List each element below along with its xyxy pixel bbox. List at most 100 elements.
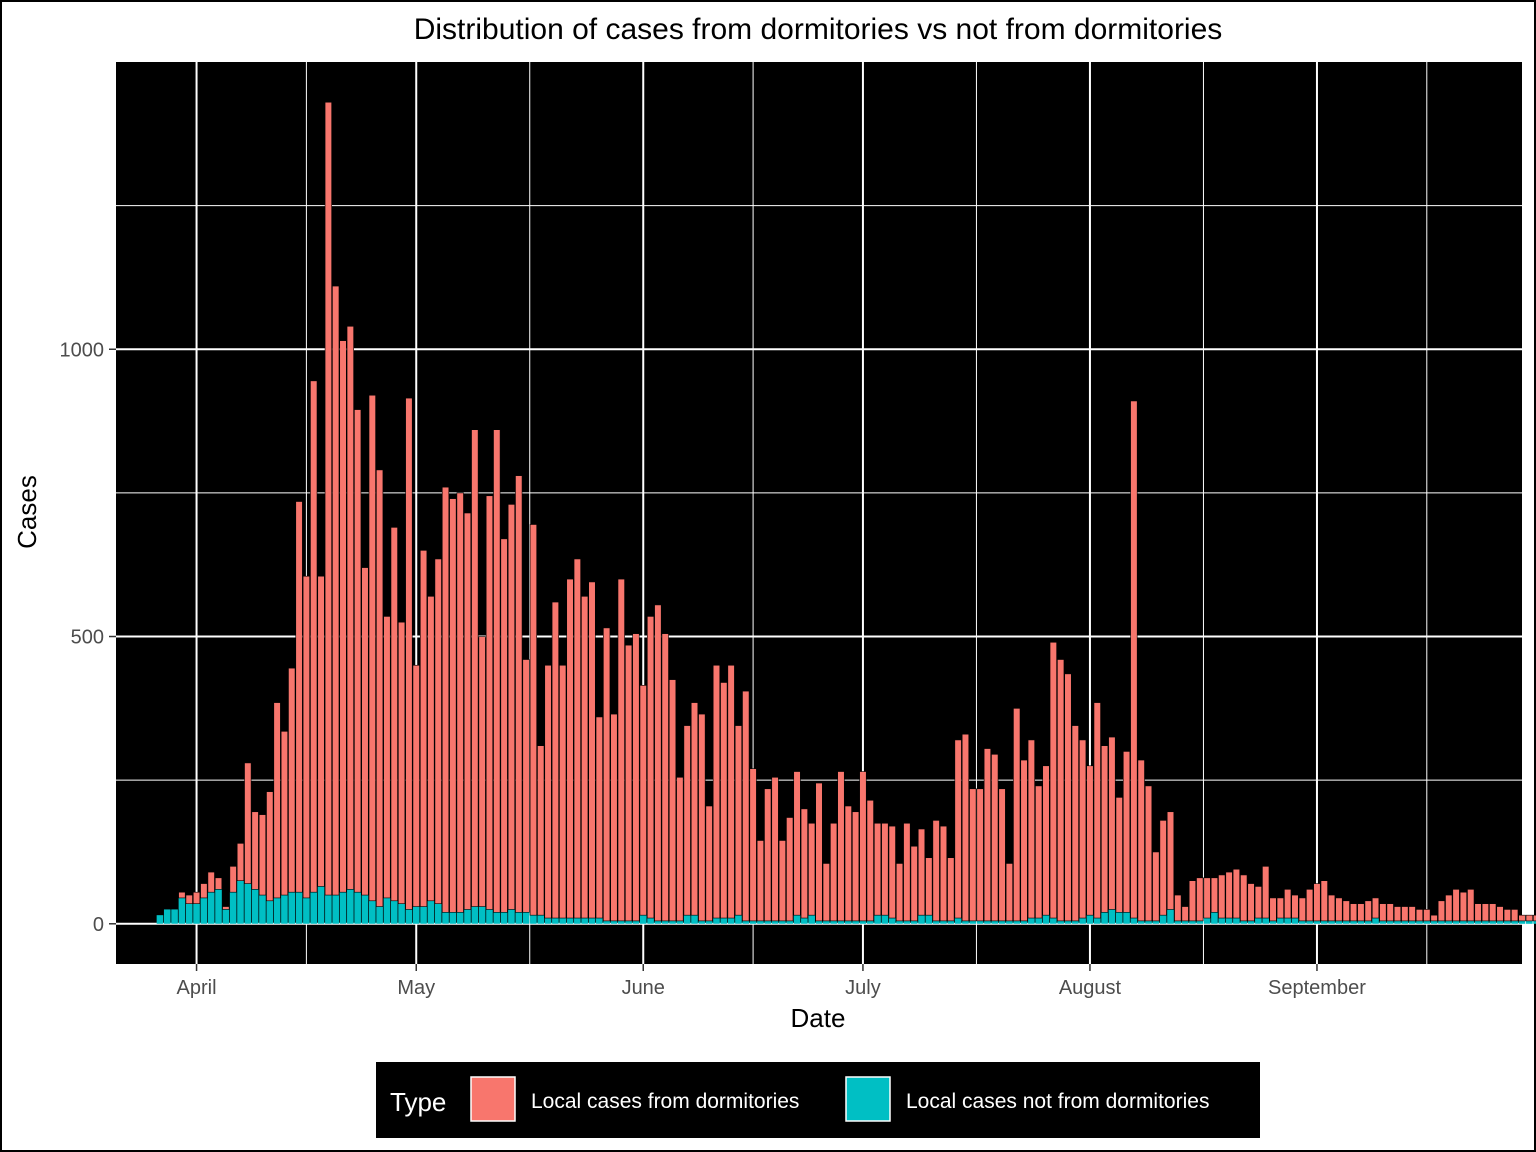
bar-local-cases-from-dormitories [939, 825, 948, 922]
bar-local-cases-from-dormitories [1130, 400, 1138, 919]
bar-local-cases-not-from-dormitories [1269, 920, 1277, 924]
bar-local-cases-from-dormitories [434, 558, 442, 904]
bar-local-cases-not-from-dormitories [1482, 920, 1489, 924]
bar-local-cases-from-dormitories [1474, 903, 1482, 922]
bar-local-cases-from-dormitories [961, 733, 970, 922]
bar-local-cases-from-dormitories [1174, 894, 1182, 922]
bar-local-cases-from-dormitories [324, 101, 332, 896]
bar-local-cases-not-from-dormitories [1167, 909, 1174, 924]
bar-local-cases-not-from-dormitories [866, 920, 874, 924]
bar-local-cases-not-from-dormitories [1320, 920, 1328, 924]
bar-local-cases-from-dormitories [888, 825, 896, 919]
bar-local-cases-from-dormitories [595, 716, 603, 919]
bar-local-cases-from-dormitories [771, 776, 779, 922]
bar-local-cases-from-dormitories [346, 325, 354, 890]
bar-local-cases-not-from-dormitories [486, 909, 493, 924]
bar-local-cases-not-from-dormitories [947, 920, 955, 924]
bar-local-cases-from-dormitories [925, 857, 933, 916]
bar-local-cases-not-from-dormitories [559, 918, 566, 924]
bar-local-cases-from-dormitories [500, 538, 508, 913]
bar-local-cases-from-dormitories [1518, 914, 1526, 922]
bar-local-cases-from-dormitories [258, 814, 267, 896]
bar-local-cases-not-from-dormitories [1050, 918, 1057, 924]
bar-local-cases-not-from-dormitories [1145, 920, 1152, 924]
bar-local-cases-from-dormitories [1364, 900, 1372, 922]
bar-local-cases-from-dormitories [1122, 751, 1131, 913]
bar-local-cases-not-from-dormitories [185, 903, 193, 924]
bar-local-cases-not-from-dormitories [478, 906, 486, 924]
bar-local-cases-not-from-dormitories [1452, 920, 1460, 924]
bar-local-cases-not-from-dormitories [1467, 920, 1475, 924]
bar-local-cases-from-dormitories [449, 498, 457, 913]
bar-local-cases-not-from-dormitories [288, 892, 296, 924]
bar-local-cases-from-dormitories [478, 636, 486, 907]
bar-local-cases-not-from-dormitories [369, 900, 376, 924]
bar-local-cases-from-dormitories [493, 429, 501, 913]
bar-local-cases-from-dormitories [192, 891, 201, 904]
bar-local-cases-not-from-dormitories [771, 920, 779, 924]
bar-local-cases-not-from-dormitories [1079, 918, 1086, 924]
bar-local-cases-not-from-dormitories [1342, 920, 1350, 924]
bar-local-cases-from-dormitories [354, 409, 362, 893]
bar-local-cases-not-from-dormitories [339, 892, 347, 924]
bar-local-cases-from-dormitories [1144, 785, 1153, 922]
bar-local-cases-from-dormitories [1335, 897, 1343, 922]
bar-local-cases-from-dormitories [1291, 894, 1299, 919]
legend-key-not-dormitories [845, 1076, 891, 1122]
bar-local-cases-not-from-dormitories [808, 915, 815, 924]
bar-local-cases-not-from-dormitories [500, 912, 508, 924]
bar-local-cases-not-from-dormitories [1416, 920, 1423, 924]
bar-local-cases-not-from-dormitories [932, 920, 940, 924]
bar-local-cases-from-dormitories [712, 664, 721, 919]
bar-local-cases-from-dormitories [1349, 903, 1358, 922]
bar-local-cases-not-from-dormitories [544, 918, 552, 924]
bar-local-cases-from-dormitories [1401, 906, 1409, 922]
bar-local-cases-from-dormitories [1159, 820, 1167, 916]
bar-local-cases-not-from-dormitories [823, 920, 830, 924]
bar-local-cases-from-dormitories [976, 788, 984, 922]
bar-local-cases-not-from-dormitories [259, 895, 266, 924]
legend-label-not-dormitories: Local cases not from dormitories [906, 1090, 1209, 1113]
bar-local-cases-not-from-dormitories [1284, 918, 1291, 924]
bar-local-cases-from-dormitories [1254, 886, 1262, 919]
bar-local-cases-not-from-dormitories [1372, 918, 1379, 924]
bar-local-cases-from-dormitories [764, 788, 772, 922]
bar-local-cases-from-dormitories [705, 805, 713, 922]
bar-local-cases-not-from-dormitories [1313, 920, 1321, 924]
x-tick-label: June [622, 977, 665, 999]
bar-local-cases-from-dormitories [947, 857, 955, 922]
bar-local-cases-from-dormitories [1408, 906, 1416, 922]
bar-local-cases-from-dormitories [1496, 906, 1504, 922]
bar-local-cases-from-dormitories [222, 906, 230, 910]
bar-local-cases-from-dormitories [1188, 880, 1197, 922]
bar-local-cases-from-dormitories [895, 863, 904, 922]
bar-local-cases-from-dormitories [273, 702, 281, 899]
bar-local-cases-from-dormitories [793, 771, 801, 916]
bar-local-cases-from-dormitories [1298, 897, 1306, 922]
bar-local-cases-from-dormitories [661, 633, 669, 922]
bar-series [156, 101, 1536, 924]
bar-local-cases-not-from-dormitories [1299, 920, 1306, 924]
bar-local-cases-from-dormitories [295, 501, 303, 893]
bar-local-cases-not-from-dormitories [412, 906, 420, 924]
bar-local-cases-from-dormitories [1284, 889, 1292, 919]
chart-title: Distribution of cases from dormitories v… [414, 13, 1223, 46]
bar-local-cases-not-from-dormitories [1247, 920, 1255, 924]
bar-local-cases-not-from-dormitories [617, 920, 625, 924]
bar-local-cases-not-from-dormitories [691, 915, 698, 924]
bar-local-cases-from-dormitories [1415, 909, 1424, 922]
bar-local-cases-from-dormitories [185, 894, 193, 904]
bar-local-cases-not-from-dormitories [515, 912, 523, 924]
bar-local-cases-from-dormitories [917, 828, 926, 916]
bar-local-cases-from-dormitories [1100, 745, 1109, 913]
bar-local-cases-from-dormitories [1386, 903, 1394, 922]
x-tick-label: July [845, 977, 881, 999]
bar-local-cases-from-dormitories [1445, 894, 1453, 922]
bar-local-cases-from-dormitories [881, 822, 889, 916]
bar-local-cases-from-dormitories [742, 690, 750, 922]
y-tick-label: 0 [93, 914, 104, 936]
bar-local-cases-not-from-dormitories [786, 920, 794, 924]
x-tick-label: September [1268, 977, 1366, 999]
bar-local-cases-from-dormitories [1057, 659, 1065, 922]
bar-local-cases-from-dormitories [302, 575, 310, 899]
